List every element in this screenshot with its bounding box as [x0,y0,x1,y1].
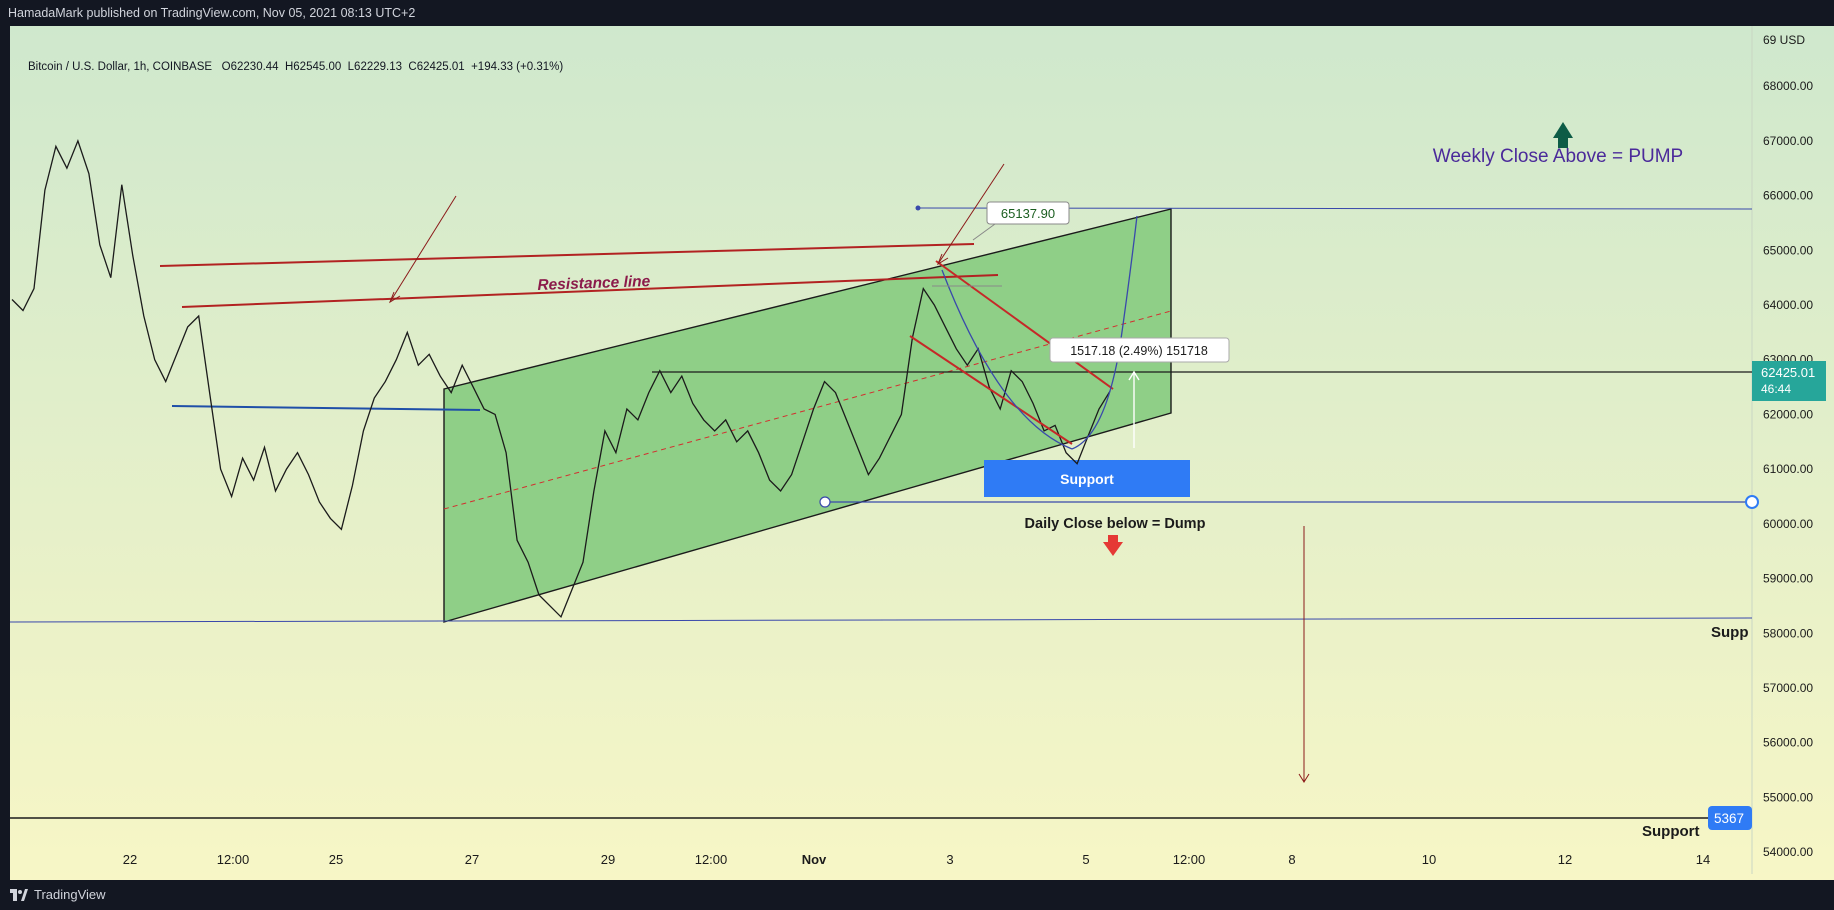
dump-arrow-icon [1103,535,1123,556]
measure-callout[interactable]: 1517.18 (2.49%) 151718 [1049,337,1230,363]
upper-resistance-line[interactable] [159,243,975,267]
support-box-label: Support [1060,471,1114,487]
dump-target-arrow-head [1298,773,1310,783]
y-tick-label: 65000.00 [1763,243,1813,257]
x-tick-label: 25 [329,852,343,867]
chart-frame[interactable]: 68000.00 67000.00 66000.00 65000.00 64000.00… [9,26,1834,880]
rising-channel[interactable] [443,208,1172,623]
support-label-lower: Support [1642,823,1700,840]
y-tick-label: 61000.00 [1763,462,1813,476]
y-tick-label: 67000.00 [1763,134,1813,148]
arrow-head-1 [388,291,401,304]
x-tick-label: 8 [1288,852,1295,867]
tradingview-logo[interactable]: TradingView [10,887,106,902]
y-tick-label: 68000.00 [1763,79,1813,93]
support-price-tag-text: 5367 [1714,811,1744,826]
weekly-close-text: Weekly Close Above = PUMP [1433,146,1683,167]
axis-handle[interactable] [1745,495,1759,509]
x-tick-label: 27 [465,852,479,867]
footer-bar: TradingView [0,880,1834,910]
falling-trendline-upper[interactable] [935,260,1114,390]
support-label-upper: Supp [1711,624,1749,641]
x-tick-label: 14 [1696,852,1710,867]
y-tick-label: 55000.00 [1763,790,1813,804]
publish-header: HamadaMark published on TradingView.com,… [0,0,1834,26]
target-line-anchor[interactable] [915,205,921,211]
price-chart[interactable]: 68000.00 67000.00 66000.00 65000.00 64000.00… [9,26,1834,880]
ohlc-high: H62545.00 [284,61,342,73]
ohlc-low: L62229.13 [347,61,403,73]
time-axis[interactable]: 22 12:00 25 27 29 12:00 Nov 3 5 12:00 8 10 12 14 [123,852,1710,867]
x-tick-label: 12:00 [217,852,250,867]
last-price-value: 62425.01 [1761,365,1815,380]
x-tick-label: Nov [802,852,827,867]
arrow-to-resistance-1 [389,195,457,303]
support-line-57600[interactable] [9,617,1753,623]
x-tick-label: 12:00 [1173,852,1206,867]
last-price-countdown: 46:44 [1761,382,1791,396]
price-callout-text: 65137.90 [1001,206,1055,221]
y-tick-label: 57000.00 [1763,681,1813,695]
symbol-legend[interactable]: Bitcoin / U.S. Dollar, 1h, COINBASE O622… [28,61,563,73]
brand-name: TradingView [34,887,106,902]
resistance-line[interactable] [181,274,999,308]
resistance-line-label: Resistance line [537,273,651,294]
tradingview-icon [10,888,28,901]
ohlc-open: O62230.44 [221,61,279,73]
support-line-handle[interactable] [819,496,831,508]
y-tick-label: 59000.00 [1763,572,1813,586]
publish-info: HamadaMark published on TradingView.com,… [8,6,416,20]
y-tick-label: 66000.00 [1763,189,1813,203]
pump-arrow-icon [1553,122,1573,148]
price-axis[interactable]: 68000.00 67000.00 66000.00 65000.00 64000.00… [1763,79,1813,859]
y-tick-label: 56000.00 [1763,736,1813,750]
ohlc-change: +194.33 (+0.31%) [471,61,564,73]
x-tick-label: 22 [123,852,137,867]
x-tick-label: 12 [1558,852,1572,867]
support-line-short[interactable] [171,405,481,411]
support-price-tag: 5367 [1708,806,1752,830]
y-tick-label: 60000.00 [1763,517,1813,531]
arrow-to-resistance-2 [937,163,1005,265]
support-box[interactable] [984,460,1190,497]
price-callout[interactable]: 65137.90 [972,201,1070,241]
symbol-name: Bitcoin / U.S. Dollar, 1h, COINBASE [28,61,213,73]
measure-arrow-head [1128,370,1140,381]
x-tick-label: 3 [946,852,953,867]
projection-curve-down [941,269,1073,450]
y-tick-label: 62000.00 [1763,407,1813,421]
price-series[interactable] [11,139,1111,619]
x-tick-label: 10 [1422,852,1436,867]
falling-trendline-lower[interactable] [909,335,1073,445]
x-tick-label: 12:00 [695,852,728,867]
x-tick-label: 29 [601,852,615,867]
last-price-tag: 62425.01 46:44 [1752,361,1826,401]
y-tick-label: 64000.00 [1763,298,1813,312]
currency-label: 69 USD [1763,33,1805,47]
y-tick-label: 58000.00 [1763,626,1813,640]
measure-callout-text: 1517.18 (2.49%) 151718 [1070,344,1208,358]
y-tick-label: 54000.00 [1763,845,1813,859]
arrow-head-2 [936,253,949,266]
daily-close-text: Daily Close below = Dump [1025,516,1206,532]
ohlc-close: C62425.01 [408,61,465,73]
x-tick-label: 5 [1082,852,1089,867]
